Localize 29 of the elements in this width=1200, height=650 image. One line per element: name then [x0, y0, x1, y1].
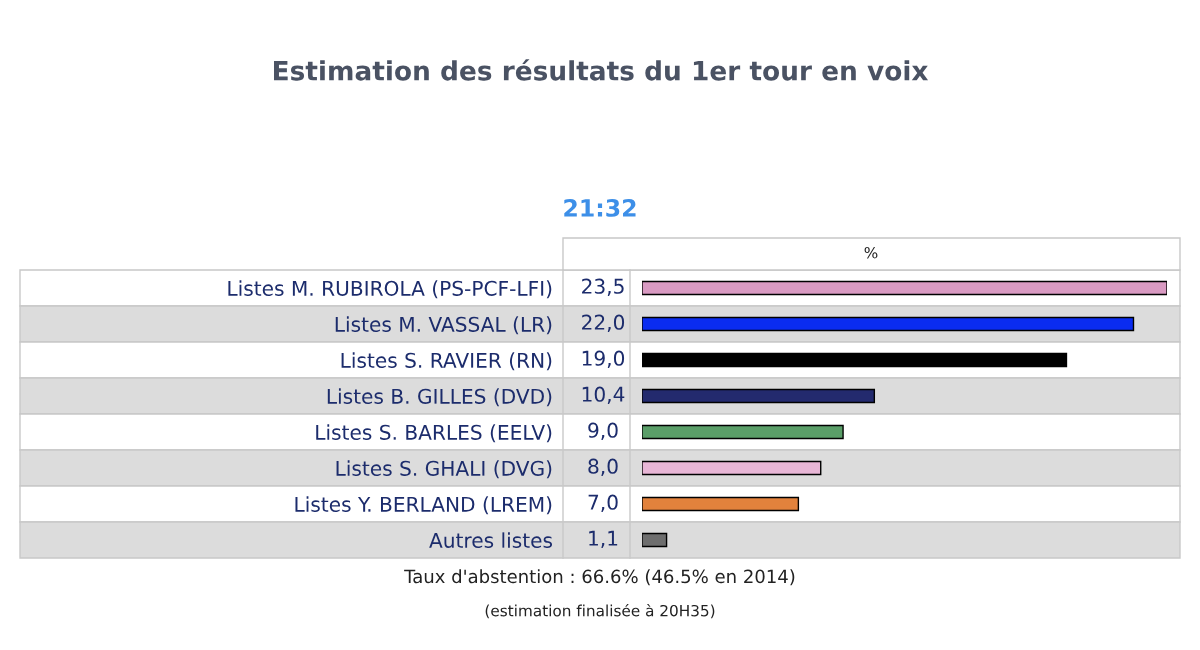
- bar: [642, 424, 844, 440]
- data-label: 23,5: [582, 278, 624, 296]
- data-label: 1,1: [589, 530, 618, 548]
- y-tick-label: Listes M. VASSAL (LR): [335, 316, 552, 335]
- y-tick-label: Listes S. GHALI (DVG): [336, 460, 552, 479]
- data-label: 10,4: [582, 386, 625, 404]
- bar: [642, 352, 1068, 368]
- bar: [642, 460, 822, 476]
- bar: [642, 388, 876, 404]
- bar: [642, 280, 1167, 296]
- data-label: 7,0: [588, 494, 618, 512]
- y-tick-label: Autres listes: [429, 532, 553, 548]
- bar: [642, 316, 1135, 332]
- y-tick-label: Listes S. RAVIER (RN): [341, 352, 552, 371]
- bar: [642, 496, 800, 512]
- x-axis-title: %: [864, 246, 878, 259]
- chart-title: Estimation des résultats du 1er tour en voix: [274, 59, 929, 81]
- data-label: 22,0: [582, 314, 625, 332]
- data-label: 8,0: [588, 458, 618, 476]
- text: (estimation finalisée à 20H35): [485, 604, 715, 619]
- y-tick-label: Listes M. RUBIROLA (PS-PCF-LFI): [228, 280, 552, 299]
- data-label: 9,0: [588, 422, 618, 440]
- bar: [642, 532, 668, 548]
- y-tick-label: Listes S. BARLES (EELV): [316, 424, 552, 443]
- y-tick-label: Listes Y. BERLAND (LREM): [295, 496, 552, 515]
- data-label: 19,0: [582, 350, 625, 368]
- text: Taux d'abstention : 66.6% (46.5% en 2014): [404, 569, 795, 586]
- y-tick-label: Listes B. GILLES (DVD): [327, 388, 552, 407]
- chart-subtitle: 21:32: [564, 198, 636, 217]
